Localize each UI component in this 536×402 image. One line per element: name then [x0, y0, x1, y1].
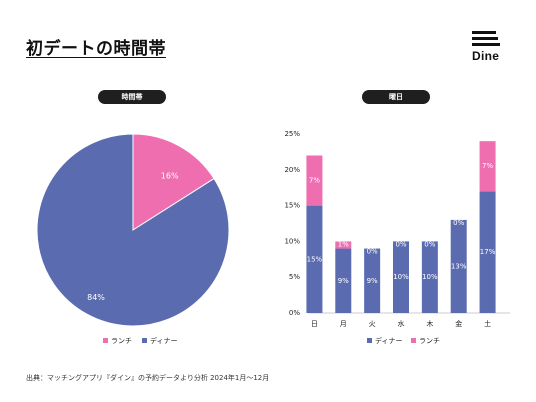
bar-1-0	[306, 155, 323, 206]
bar-data-label-1-5: 0%	[453, 219, 464, 227]
page-title: 初デートの時間帯	[26, 39, 166, 59]
bar-legend-swatch-1	[411, 338, 416, 343]
bar-0-5	[450, 219, 467, 313]
bar-legend-swatch-0	[367, 338, 372, 343]
y-tick-label-4: 20%	[284, 166, 300, 174]
bar-1-1	[335, 241, 352, 249]
bar-data-label-1-2: 0%	[367, 248, 378, 256]
bar-legend-label-1: ランチ	[419, 337, 440, 345]
pie-chart-title: 時間帯	[98, 90, 166, 104]
bar-data-label-0-1: 9%	[338, 277, 349, 285]
y-tick-label-1: 5%	[289, 273, 300, 281]
y-tick-label-5: 25%	[284, 130, 300, 138]
pie-legend-swatch-1	[142, 338, 147, 343]
bar-chart-title: 曜日	[362, 90, 430, 104]
bar-data-label-0-3: 10%	[393, 273, 409, 281]
bar-0-2	[364, 248, 381, 313]
x-tick-label-3: 水	[398, 319, 405, 328]
bar-0-0	[306, 205, 323, 313]
bar-data-label-0-4: 10%	[422, 273, 438, 281]
source-note: 出典：マッチングアプリ『ダイン』の予約データより分析 2024年1月〜12月	[26, 374, 270, 382]
y-tick-label-2: 10%	[284, 237, 300, 245]
bar-0-6	[479, 191, 496, 313]
bar-0-1	[335, 248, 352, 313]
bar-data-label-1-3: 0%	[395, 240, 406, 248]
bar-data-label-0-6: 17%	[480, 248, 496, 256]
x-tick-label-4: 木	[426, 319, 433, 328]
y-tick-label-3: 15%	[284, 202, 300, 210]
y-tick-label-0: 0%	[289, 309, 300, 317]
pie-legend-label-0: ランチ	[111, 337, 132, 345]
x-tick-label-2: 火	[369, 320, 376, 328]
pie-data-label-1: 84%	[87, 293, 105, 302]
pie-data-label-0: 16%	[161, 171, 179, 180]
x-tick-label-1: 月	[340, 320, 347, 328]
bar-data-label-0-2: 9%	[367, 277, 378, 285]
bar-0-4	[421, 241, 438, 313]
logo-text: Dine	[472, 49, 500, 63]
bar-legend-label-0: ディナー	[375, 336, 403, 345]
bar-data-label-1-4: 0%	[424, 240, 435, 248]
logo-bars-icon	[472, 31, 502, 46]
bar-data-label-1-6: 7%	[482, 162, 493, 170]
x-tick-label-5: 金	[455, 319, 462, 328]
bar-1-6	[479, 141, 496, 192]
pie-slice-0	[132, 133, 215, 231]
pie-legend-label-1: ディナー	[150, 336, 178, 345]
x-tick-label-0: 日	[311, 320, 318, 328]
bar-data-label-0-5: 13%	[451, 262, 467, 270]
pie-slice-1	[36, 133, 230, 327]
bar-data-label-1-0: 7%	[309, 177, 320, 185]
pie-legend-swatch-0	[103, 338, 108, 343]
bar-0-3	[393, 241, 409, 313]
bar-data-label-1-1: 1%	[338, 240, 349, 248]
brand-logo: Dine	[472, 31, 502, 63]
bar-data-label-0-0: 15%	[307, 255, 323, 263]
x-tick-label-6: 土	[484, 319, 491, 328]
